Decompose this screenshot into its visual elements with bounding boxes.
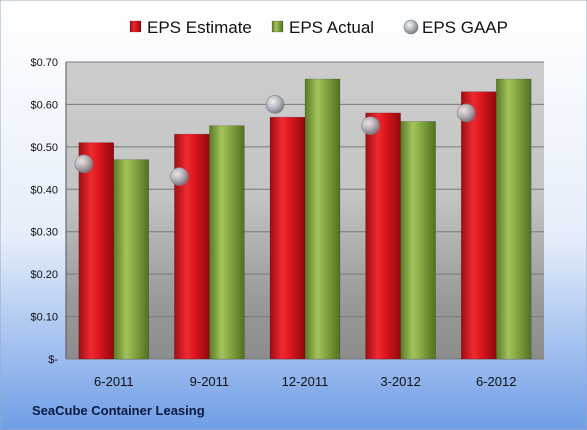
gaap-marker [74,154,94,174]
y-tick-label: $0.10 [30,312,58,324]
legend-label: EPS Actual [289,18,374,37]
y-tick-label: $0.60 [30,99,58,111]
bar-eps-estimate [460,91,497,360]
x-tick-label: 6-2011 [94,374,134,389]
legend-swatch [129,20,142,33]
company-label: SeaCube Container Leasing [32,403,205,418]
bar-eps-actual [495,78,532,360]
bar-eps-estimate [174,133,210,360]
gaap-marker [170,167,189,186]
bar-eps-actual [209,125,245,360]
bar-eps-actual [304,78,341,360]
legend-swatch [403,19,419,35]
y-tick-label: $0.20 [30,269,58,281]
legend: EPS Estimate EPS Actual EPS GAAP [129,18,508,37]
bar-eps-estimate [365,112,401,360]
x-tick-label: 9-2011 [190,374,230,389]
x-tick-label: 3-2012 [380,374,420,389]
legend-swatch [271,20,284,33]
x-tick-label: 6-2012 [476,374,516,389]
gaap-markers [74,95,476,186]
gaap-marker [361,116,380,135]
bar-eps-actual [113,159,150,360]
legend-label: EPS GAAP [422,18,508,37]
legend-label: EPS Estimate [147,18,252,37]
y-tick-label: $- [48,354,58,366]
bars [78,78,532,360]
bar-eps-actual [400,121,436,360]
gaap-marker [265,95,285,114]
gaap-marker [456,103,476,123]
y-tick-label: $0.50 [30,142,58,154]
y-axis: $- $0.10 $0.20 $0.30 $0.40 $0.50 $0.60 $0.70 [30,57,67,366]
x-tick-label: 12-2011 [282,374,329,389]
bar-eps-estimate [269,116,306,360]
bar-eps-estimate [78,142,115,360]
x-axis: 6-2011 9-2011 12-2011 3-2012 6-2012 [94,374,516,389]
y-tick-label: $0.30 [30,227,58,239]
y-tick-label: $0.70 [30,57,58,69]
y-tick-label: $0.40 [30,184,58,196]
